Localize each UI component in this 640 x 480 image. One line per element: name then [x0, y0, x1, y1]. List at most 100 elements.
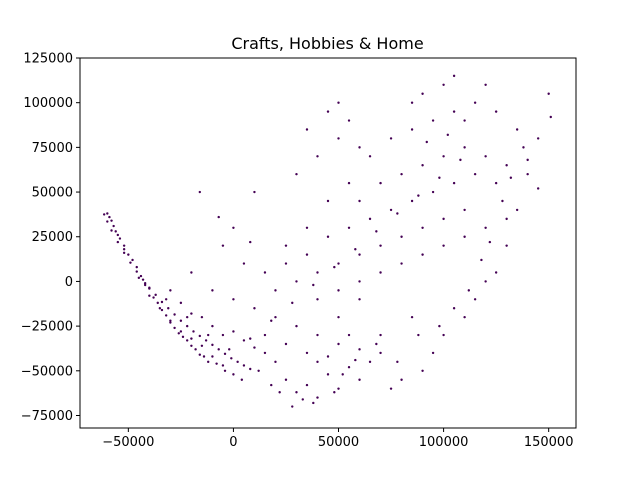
data-point: [337, 137, 340, 140]
data-point: [463, 208, 466, 212]
data-point: [106, 220, 109, 223]
x-tick-label: 50000: [318, 435, 359, 450]
data-point: [494, 110, 498, 113]
data-point: [295, 324, 298, 328]
data-point: [410, 315, 414, 319]
data-point: [207, 360, 210, 364]
data-point: [141, 278, 145, 281]
data-point: [177, 332, 180, 335]
data-point: [284, 244, 288, 247]
data-point: [185, 315, 189, 319]
data-point: [522, 146, 525, 149]
y-tick-label: −50000: [21, 364, 73, 379]
data-point: [375, 230, 378, 233]
data-point: [116, 240, 120, 244]
data-point: [337, 262, 340, 265]
data-point: [505, 217, 508, 221]
data-point: [501, 199, 504, 203]
data-point: [278, 391, 281, 394]
x-tick-label: 0: [229, 435, 237, 450]
data-point: [221, 244, 225, 247]
data-point: [295, 172, 298, 176]
data-point: [192, 330, 195, 333]
data-point: [375, 342, 378, 346]
data-point: [549, 115, 552, 119]
data-point: [536, 187, 540, 190]
data-point: [446, 133, 449, 137]
data-point: [431, 190, 435, 194]
data-point: [326, 110, 330, 113]
data-point: [211, 289, 214, 292]
data-point: [442, 333, 445, 337]
y-tick-label: 100000: [23, 96, 73, 111]
data-point: [127, 253, 130, 256]
data-point: [484, 280, 487, 283]
data-point: [114, 230, 117, 233]
data-point: [158, 307, 162, 310]
data-point: [284, 342, 288, 346]
data-point: [452, 74, 456, 78]
data-point: [223, 369, 227, 372]
data-point: [242, 262, 246, 265]
data-point: [274, 360, 277, 364]
data-point: [400, 262, 403, 265]
data-point: [305, 226, 309, 230]
data-point: [484, 83, 487, 87]
data-point: [232, 373, 235, 376]
data-point: [217, 348, 220, 351]
data-point: [400, 378, 403, 381]
data-point: [204, 339, 208, 342]
data-point: [467, 289, 471, 292]
y-tick-label: −25000: [21, 320, 73, 335]
data-point: [347, 333, 351, 337]
data-point: [337, 289, 340, 292]
data-point: [305, 351, 309, 355]
data-point: [148, 294, 151, 297]
data-point: [358, 146, 361, 149]
data-point: [305, 253, 309, 256]
data-point: [358, 253, 361, 256]
data-point: [515, 208, 519, 212]
data-point: [442, 83, 445, 87]
data-point: [431, 351, 435, 355]
data-point: [452, 307, 456, 310]
data-point: [333, 265, 336, 269]
data-point: [473, 101, 477, 104]
data-point: [129, 261, 132, 264]
data-point: [160, 308, 164, 312]
data-point: [116, 233, 120, 237]
data-point: [198, 190, 201, 194]
data-point: [190, 312, 193, 315]
data-point: [223, 352, 227, 356]
data-point: [190, 337, 193, 340]
data-point: [463, 235, 466, 238]
data-point: [337, 387, 340, 390]
data-point: [484, 226, 487, 230]
data-point: [379, 271, 382, 274]
data-point: [389, 208, 393, 212]
data-point: [316, 271, 319, 274]
data-point: [333, 391, 336, 394]
data-point: [379, 351, 382, 355]
data-point: [459, 158, 462, 162]
data-point: [316, 298, 319, 301]
data-point: [173, 326, 176, 330]
data-point: [122, 244, 126, 247]
data-point: [143, 283, 147, 287]
data-point: [249, 367, 252, 371]
data-point: [148, 287, 151, 290]
data-point: [442, 217, 445, 221]
data-point: [305, 383, 309, 387]
data-point: [526, 158, 529, 162]
data-point: [284, 378, 288, 381]
data-point: [221, 364, 225, 367]
data-point: [379, 333, 382, 337]
data-point: [421, 226, 424, 230]
data-point: [480, 258, 483, 262]
data-point: [156, 301, 159, 305]
x-tick-label: 100000: [419, 435, 469, 450]
data-point: [215, 362, 218, 365]
data-point: [137, 276, 141, 280]
data-point: [198, 353, 201, 356]
data-point: [249, 240, 252, 244]
